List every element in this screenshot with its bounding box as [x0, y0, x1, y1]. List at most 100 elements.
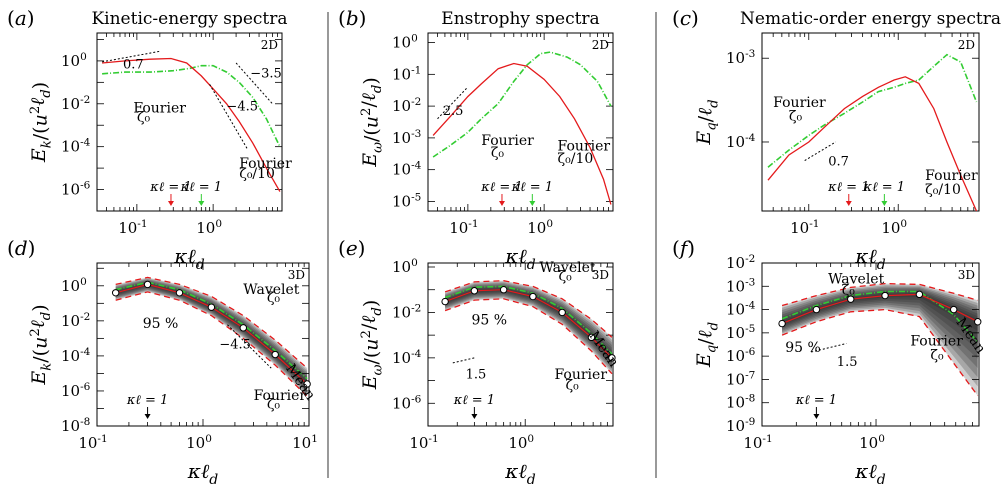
y-tick-label: 10-8 [61, 416, 90, 435]
annotation-fourier: Fourier [925, 168, 978, 184]
x-tick-label: 10-1 [409, 433, 438, 452]
y-axis-label: Eω/(u2/ℓd) [358, 77, 386, 168]
y-tick-label: 10-4 [61, 346, 91, 365]
panel-title: Nematic-order energy spectra [740, 9, 1001, 29]
y-tick-label: 10-3 [726, 48, 755, 67]
marker-arrowhead [813, 414, 820, 419]
ensemble-band [782, 289, 978, 359]
annotation-wavelet: Wavelet [828, 272, 884, 288]
x-tick-label: 100 [881, 218, 907, 237]
annotation-wavelet: Wavelet [539, 260, 595, 276]
panel-c: 10-1 100 10-3 10-4 κℓd Eq/ℓd (c) Nematic-order … [672, 6, 1001, 273]
annotation-95-: 95 % [143, 316, 179, 332]
slope-label: 2.5 [443, 104, 464, 119]
y-tick-label: 10-4 [726, 132, 756, 151]
ensemble-band [115, 278, 308, 395]
panel-label: (d) [7, 236, 35, 260]
series-fourier-zeta0 [102, 57, 281, 192]
x-axis-label: κℓd [504, 459, 535, 488]
mean-point [529, 292, 537, 301]
mean-point [915, 290, 924, 299]
y-tick-label: 10-5 [392, 191, 421, 210]
annotation--0-10: ζ₀/10 [558, 151, 594, 167]
slope-guide [235, 62, 273, 105]
annotation-95-: 95 % [471, 312, 507, 328]
marker-arrowhead [167, 201, 174, 206]
y-axis-label: Eq/ℓd [693, 322, 721, 368]
marker-arrowhead [144, 414, 151, 419]
ensemble-band [782, 291, 978, 341]
x-tick-label: 10-1 [78, 433, 107, 452]
annotation--0: ζ₀ [930, 348, 944, 364]
x-tick-label: 100 [186, 433, 212, 452]
mean-point [881, 291, 889, 300]
panel-label: (c) [672, 6, 699, 30]
mean-point [499, 286, 508, 294]
series-wavelet-upper [781, 282, 978, 307]
y-tick-label: 10-4 [61, 137, 91, 156]
slope-guide [102, 50, 160, 63]
x-tick-label: 100 [196, 218, 222, 237]
dimension-tag: 3D [288, 268, 305, 282]
panel-label: (a) [7, 6, 35, 30]
x-tick-label: 10-1 [449, 218, 478, 237]
x-tick-label: 10-1 [790, 218, 819, 237]
kappa-ell-marker: κℓ = 1 [863, 180, 905, 195]
y-tick-label: 10-7 [726, 369, 755, 388]
y-tick-label: 10-2 [392, 96, 421, 115]
y-tick-label: 10-2 [61, 311, 90, 330]
dimension-tag: 2D [592, 38, 609, 52]
y-tick-label: 10-6 [61, 180, 91, 199]
dimension-tag: 2D [261, 38, 278, 52]
y-tick-label: 10-2 [392, 302, 421, 321]
x-axis-label: κℓd [854, 244, 885, 273]
annotation--0: ζ₀ [491, 145, 505, 161]
mean-point [207, 303, 216, 311]
ensemble-band [782, 285, 978, 387]
slope-label: 0.7 [828, 154, 849, 169]
y-tick-label: 100 [392, 257, 418, 276]
annotation--0-10: ζ₀/10 [925, 182, 961, 198]
y-tick-label: 10-5 [726, 323, 755, 342]
y-tick-label: 10-3 [392, 128, 421, 147]
mean-point [778, 319, 786, 328]
ensemble-band [445, 286, 612, 364]
panel-label: (f) [672, 236, 695, 260]
y-axis-label: Eq/ℓd [693, 99, 721, 145]
series-wavelet-upper [444, 280, 613, 338]
annotation-fourier: Fourier [239, 156, 292, 172]
annotation-wavelet: Wavelet [243, 282, 299, 298]
mean-point [271, 350, 279, 359]
axes-frame [761, 32, 980, 212]
slope-label: −4.5 [219, 337, 251, 352]
annotation-95-: 95 % [785, 340, 821, 356]
panel-d: 10-1 100 101 100 10-2 10-4 10-6 10-8 κℓd Ek/(u2ℓd… [7, 236, 318, 488]
series-fourier-zeta0 [767, 76, 978, 212]
x-axis-label: κℓd [854, 459, 885, 488]
y-tick-label: 10-2 [61, 94, 90, 113]
y-tick-label: 10-6 [726, 346, 756, 365]
annotation-fourier: Fourier [773, 95, 826, 111]
slope-label: 1.5 [837, 355, 858, 370]
slope-label: 0.7 [123, 58, 144, 73]
y-tick-label: 10-4 [392, 348, 422, 367]
series-fourier-zeta0-10 [432, 51, 612, 158]
x-tick-label: 101 [292, 433, 318, 452]
slope-guide [209, 84, 248, 150]
ensemble-band [115, 281, 308, 389]
y-tick-label: 10-6 [61, 381, 91, 400]
y-tick-label: 100 [392, 33, 418, 52]
kappa-ell-marker: κℓ = 1 [180, 180, 222, 195]
mean-point [608, 354, 616, 362]
slope-label: 1.5 [466, 367, 487, 382]
kappa-ell-marker: κℓ = 1 [480, 180, 522, 195]
y-tick-label: 10-4 [392, 160, 422, 179]
annotation-fourier: Fourier [133, 100, 186, 116]
axes-frame [427, 32, 614, 212]
slope-guide [452, 357, 475, 364]
annotation--0-10: ζ₀/10 [239, 166, 275, 182]
mean-point [441, 297, 449, 306]
kappa-ell-marker: κℓ = 1 [453, 393, 495, 408]
y-tick-label: 10-9 [726, 416, 755, 435]
